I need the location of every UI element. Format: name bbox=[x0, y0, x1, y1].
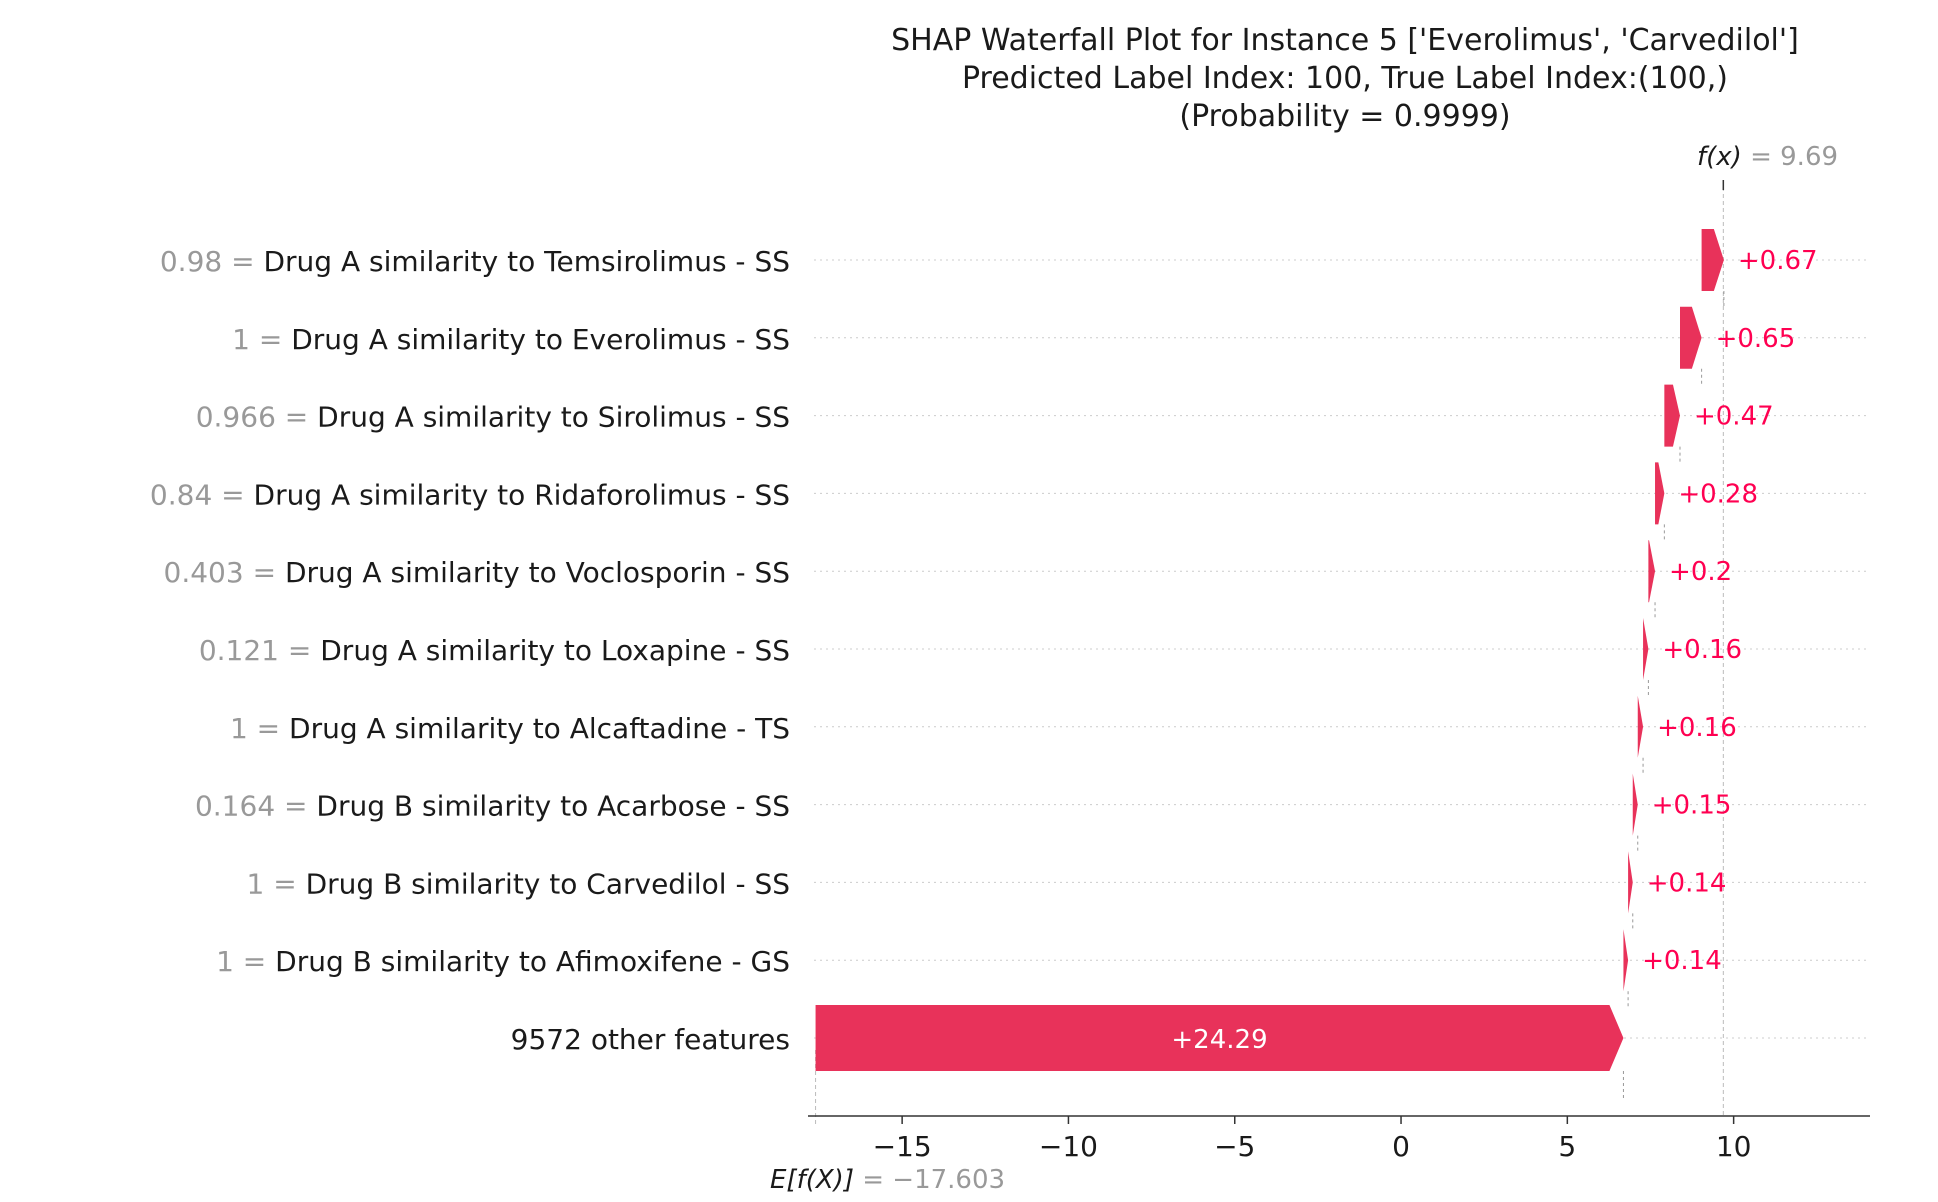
feature-value: 0.121 = bbox=[199, 634, 320, 667]
feature-label: 0.403 = Drug A similarity to Voclosporin… bbox=[164, 556, 790, 589]
title-line-1: SHAP Waterfall Plot for Instance 5 ['Eve… bbox=[891, 23, 1799, 58]
chart-title: SHAP Waterfall Plot for Instance 5 ['Eve… bbox=[891, 23, 1799, 134]
bar-feature bbox=[1628, 851, 1633, 914]
feature-label: 0.121 = Drug A similarity to Loxapine - … bbox=[199, 634, 790, 667]
bar-feature bbox=[1623, 929, 1629, 992]
x-tick-label: 0 bbox=[1392, 1130, 1410, 1163]
waterfall-bars bbox=[815, 229, 1724, 1071]
bar-feature bbox=[1643, 618, 1649, 680]
feature-label: 1 = Drug A similarity to Alcaftadine - T… bbox=[230, 712, 790, 745]
bar-other-features bbox=[815, 1005, 1624, 1071]
shap-value-label: +0.67 bbox=[1738, 246, 1818, 276]
feature-value: 0.403 = bbox=[164, 556, 285, 589]
feature-value: 1 = bbox=[230, 712, 289, 745]
shap-value-label: +24.29 bbox=[1171, 1025, 1267, 1055]
base-value-name: E[f(X)] bbox=[770, 1165, 854, 1195]
feature-name: Drug A similarity to Voclosporin - SS bbox=[285, 556, 790, 589]
feature-label: 1 = Drug A similarity to Everolimus - SS bbox=[232, 323, 790, 356]
bar-feature bbox=[1664, 384, 1680, 447]
title-line-2: Predicted Label Index: 100, True Label I… bbox=[962, 61, 1728, 96]
shap-value-label: +0.47 bbox=[1694, 402, 1774, 432]
bar-feature bbox=[1655, 462, 1665, 525]
feature-name: Drug B similarity to Carvedilol - SS bbox=[306, 867, 790, 900]
feature-labels: 0.98 = Drug A similarity to Temsirolimus… bbox=[150, 245, 790, 1056]
feature-name: Drug B similarity to Acarbose - SS bbox=[316, 790, 790, 823]
feature-label: 0.164 = Drug B similarity to Acarbose - … bbox=[195, 790, 790, 823]
x-tick-label: −10 bbox=[1039, 1130, 1098, 1163]
shap-value-label: +0.16 bbox=[1662, 635, 1742, 665]
output-value-label: f(x) = 9.69 bbox=[1697, 142, 1838, 172]
base-value-number: = −17.603 bbox=[854, 1165, 1005, 1195]
feature-label: 9572 other features bbox=[511, 1023, 790, 1056]
bar-feature bbox=[1637, 695, 1644, 758]
x-tick-label: −5 bbox=[1214, 1130, 1255, 1163]
shap-value-label: +0.16 bbox=[1657, 713, 1737, 743]
output-value-number: = 9.69 bbox=[1742, 142, 1838, 172]
bar-feature bbox=[1648, 540, 1656, 603]
x-tick-label: 10 bbox=[1716, 1130, 1752, 1163]
feature-value: 0.98 = bbox=[160, 245, 264, 278]
feature-label: 0.98 = Drug A similarity to Temsirolimus… bbox=[160, 245, 790, 278]
feature-name: Drug A similarity to Sirolimus - SS bbox=[317, 401, 790, 434]
feature-label: 1 = Drug B similarity to Afimoxifene - G… bbox=[216, 945, 790, 978]
feature-label: 0.966 = Drug A similarity to Sirolimus -… bbox=[196, 401, 790, 434]
grid-lines bbox=[814, 180, 1870, 1126]
shap-value-label: +0.28 bbox=[1678, 479, 1758, 509]
feature-name: 9572 other features bbox=[511, 1023, 790, 1056]
bar-feature bbox=[1679, 306, 1702, 369]
bar-feature bbox=[1632, 773, 1638, 836]
title-line-3: (Probability = 0.9999) bbox=[1179, 99, 1510, 134]
feature-value: 1 = bbox=[247, 867, 306, 900]
feature-name: Drug B similarity to Afimoxifene - GS bbox=[275, 945, 790, 978]
feature-name: Drug A similarity to Temsirolimus - SS bbox=[263, 245, 790, 278]
feature-value: 0.84 = bbox=[150, 478, 254, 511]
x-axis: −15 −10 −5 0 5 10 bbox=[808, 1115, 1870, 1163]
feature-value: 1 = bbox=[232, 323, 291, 356]
feature-value: 0.966 = bbox=[196, 401, 317, 434]
shap-value-label: +0.14 bbox=[1642, 946, 1722, 976]
output-value-name: f(x) bbox=[1697, 142, 1742, 172]
feature-value: 1 = bbox=[216, 945, 275, 978]
feature-name: Drug A similarity to Loxapine - SS bbox=[320, 634, 790, 667]
feature-label: 1 = Drug B similarity to Carvedilol - SS bbox=[247, 867, 791, 900]
feature-name: Drug A similarity to Everolimus - SS bbox=[291, 323, 790, 356]
feature-value: 0.164 = bbox=[195, 790, 316, 823]
feature-name: Drug A similarity to Alcaftadine - TS bbox=[289, 712, 790, 745]
x-tick-label: −15 bbox=[873, 1130, 932, 1163]
shap-value-label: +0.2 bbox=[1669, 557, 1732, 587]
shap-value-label: +0.14 bbox=[1647, 868, 1727, 898]
value-annotations: +0.67 +0.65 +0.47 +0.28 +0.2 +0.16 +0.16 +0.15 +… bbox=[770, 142, 1838, 1195]
feature-label: 0.84 = Drug A similarity to Ridaforolimu… bbox=[150, 478, 790, 511]
base-value-label: E[f(X)] = −17.603 bbox=[770, 1165, 1005, 1195]
shap-value-label: +0.65 bbox=[1716, 324, 1796, 354]
feature-name: Drug A similarity to Ridaforolimus - SS bbox=[254, 478, 790, 511]
shap-value-label: +0.15 bbox=[1652, 791, 1732, 821]
bar-feature bbox=[1701, 229, 1724, 291]
x-tick-label: 5 bbox=[1558, 1130, 1576, 1163]
